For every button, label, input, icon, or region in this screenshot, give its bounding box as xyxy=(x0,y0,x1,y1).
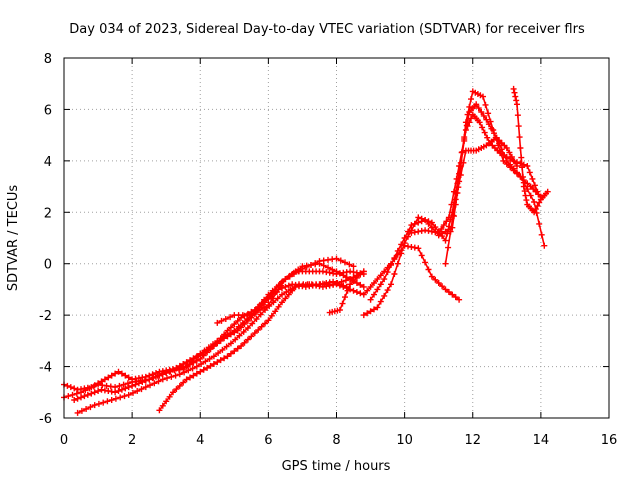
x-tick-label: 12 xyxy=(464,433,481,448)
series-point-markers xyxy=(214,260,367,326)
series-point-markers xyxy=(156,242,463,414)
series-track-3 xyxy=(71,278,350,403)
x-tick-label: 16 xyxy=(601,433,618,448)
y-tick-label: 4 xyxy=(44,155,52,170)
x-tick-label: 14 xyxy=(533,433,550,448)
series-point-markers xyxy=(510,85,551,216)
series-track-11 xyxy=(510,85,551,216)
series-line xyxy=(76,278,365,414)
series-layer xyxy=(61,85,551,416)
x-tick-label: 8 xyxy=(332,433,340,448)
series-point-markers xyxy=(442,134,520,267)
y-tick-label: 0 xyxy=(44,258,52,273)
x-tick-label: 0 xyxy=(60,433,68,448)
chart-title: Day 034 of 2023, Sidereal Day-to-day VTE… xyxy=(69,22,585,37)
grid-layer xyxy=(64,58,609,418)
x-tick-label: 6 xyxy=(264,433,272,448)
y-tick-label: -4 xyxy=(39,361,52,376)
series-track-10 xyxy=(442,134,520,267)
series-track-6 xyxy=(214,260,367,326)
series-point-markers xyxy=(408,101,548,249)
series-line xyxy=(63,257,355,399)
y-tick-label: 6 xyxy=(44,103,52,118)
x-tick-label: 10 xyxy=(396,433,413,448)
series-track-4 xyxy=(74,276,367,416)
y-tick-label: 8 xyxy=(44,52,52,67)
x-tick-label: 2 xyxy=(128,433,136,448)
y-tick-label: -6 xyxy=(39,412,52,427)
y-axis-label: SDTVAR / TECUs xyxy=(6,185,21,292)
series-point-markers xyxy=(74,276,367,416)
series-track-5 xyxy=(156,242,463,414)
series-track-9 xyxy=(408,101,548,249)
x-tick-label: 4 xyxy=(196,433,204,448)
series-point-markers xyxy=(326,268,367,316)
series-point-markers xyxy=(71,278,350,403)
series-track-12 xyxy=(326,268,367,316)
y-tick-label: -2 xyxy=(39,309,52,324)
x-axis-label: GPS time / hours xyxy=(282,459,391,474)
tick-layer: 0 2 4 6 8 10 12 14 16 -6 -4 -2 0 2 4 6 8 xyxy=(39,52,617,448)
y-tick-label: 2 xyxy=(44,206,52,221)
series-line xyxy=(73,280,348,401)
